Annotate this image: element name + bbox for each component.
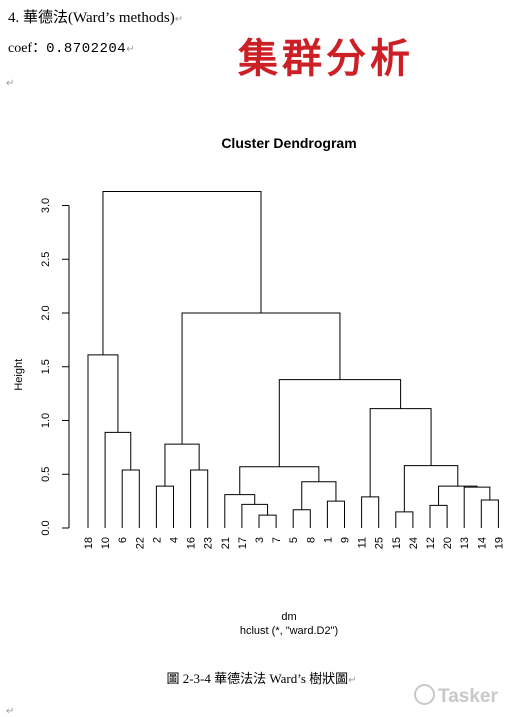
paragraph-mark-icon: ↵ — [6, 78, 15, 89]
dendrogram-link — [102, 191, 262, 355]
section-heading: 4. 華德法(Ward’s methods)↵ — [8, 6, 183, 27]
watermark-logo-icon — [414, 684, 435, 705]
dendrogram-link — [429, 504, 448, 528]
leaf-label: 22 — [134, 537, 146, 549]
leaf-label: 9 — [340, 537, 352, 543]
method-label: hclust (*, "ward.D2") — [240, 625, 338, 637]
dendrogram-link — [121, 469, 140, 528]
leaf-label: 21 — [220, 537, 232, 549]
leaf-label: 4 — [169, 537, 181, 543]
chart-title: Cluster Dendrogram — [221, 135, 356, 151]
coef-line: coef：0.8702204↵ — [8, 37, 135, 57]
y-tick-label: 0.0 — [40, 520, 52, 535]
dendrogram-link — [104, 431, 132, 528]
leaf-label: 10 — [100, 537, 112, 549]
dendrogram-link — [292, 509, 311, 528]
caption-text: 圖 2-3-4 華德法法 Ward’s 樹狀圖 — [166, 671, 349, 686]
y-tick-label: 2.0 — [40, 305, 52, 320]
dendrogram-link — [181, 312, 341, 445]
leaf-label: 3 — [254, 537, 266, 543]
leaf-label: 5 — [288, 537, 300, 543]
dendrogram-link — [395, 511, 414, 528]
figure-caption: 圖 2-3-4 華德法法 Ward’s 樹狀圖↵ — [0, 668, 523, 687]
leaf-label: 12 — [425, 537, 437, 549]
paragraph-mark-icon: ↵ — [174, 14, 184, 25]
watermark: Tasker — [414, 684, 498, 708]
leaf-label: 6 — [117, 537, 129, 543]
y-tick-label: 0.5 — [40, 467, 52, 482]
y-tick-label: 3.0 — [40, 198, 52, 213]
dendrogram-link — [438, 485, 478, 506]
dendrogram-link — [239, 466, 320, 495]
dendrogram-link — [369, 408, 432, 497]
y-axis-label: Height — [13, 359, 25, 391]
leaf-label: 19 — [493, 537, 505, 549]
coef-label: coef： — [8, 41, 47, 56]
dendrogram-chart: Cluster Dendrogram 0.0 0.5 1.0 1.5 2.0 2.5 3.0 H… — [13, 135, 505, 637]
y-tick-label: 2.5 — [40, 252, 52, 267]
y-tick-label: 1.5 — [40, 359, 52, 374]
leaf-label: 14 — [476, 537, 488, 549]
coef-value: 0.8702204 — [46, 41, 127, 57]
leaf-label: 7 — [271, 537, 283, 543]
leaf-label: 18 — [83, 537, 95, 549]
leaf-label: 11 — [357, 537, 369, 548]
leaf-label: 15 — [391, 537, 403, 549]
title-stamp: 集群分析 — [238, 35, 414, 82]
leaf-label: 1 — [322, 537, 334, 543]
dendrogram-link — [480, 499, 499, 528]
dendrogram-link — [258, 514, 277, 528]
dendrogram-link — [155, 485, 174, 528]
heading-text: 4. 華德法(Ward’s methods) — [8, 10, 175, 26]
y-tick-label: 1.0 — [40, 413, 52, 428]
leaf-label: 20 — [442, 537, 454, 549]
leaf-label: 25 — [374, 537, 386, 549]
leaf-label: 8 — [305, 537, 317, 543]
dendrogram-link — [463, 486, 491, 528]
dendrogram-link — [87, 354, 119, 528]
dendrogram-link — [241, 503, 269, 528]
dendrogram-link — [361, 496, 380, 528]
x-axis-label: dm — [281, 611, 296, 623]
paragraph-mark-icon: ↵ — [348, 675, 357, 686]
watermark-text: Tasker — [438, 686, 498, 707]
dendrogram-link — [326, 500, 345, 528]
dendrogram-link — [164, 443, 200, 487]
leaf-label: 23 — [203, 537, 215, 549]
leaf-label: 24 — [408, 537, 420, 549]
leaf-label: 13 — [459, 537, 471, 549]
leaf-label: 17 — [237, 537, 249, 549]
dendrogram-link — [224, 494, 256, 528]
paragraph-mark-icon: ↵ — [126, 44, 135, 55]
dendrogram-link — [278, 379, 402, 467]
paragraph-mark-icon: ↵ — [6, 706, 15, 717]
leaf-label: 16 — [186, 537, 198, 549]
leaf-label: 2 — [151, 537, 163, 543]
dendrogram-link — [190, 469, 209, 528]
dendrogram-link — [301, 481, 337, 510]
